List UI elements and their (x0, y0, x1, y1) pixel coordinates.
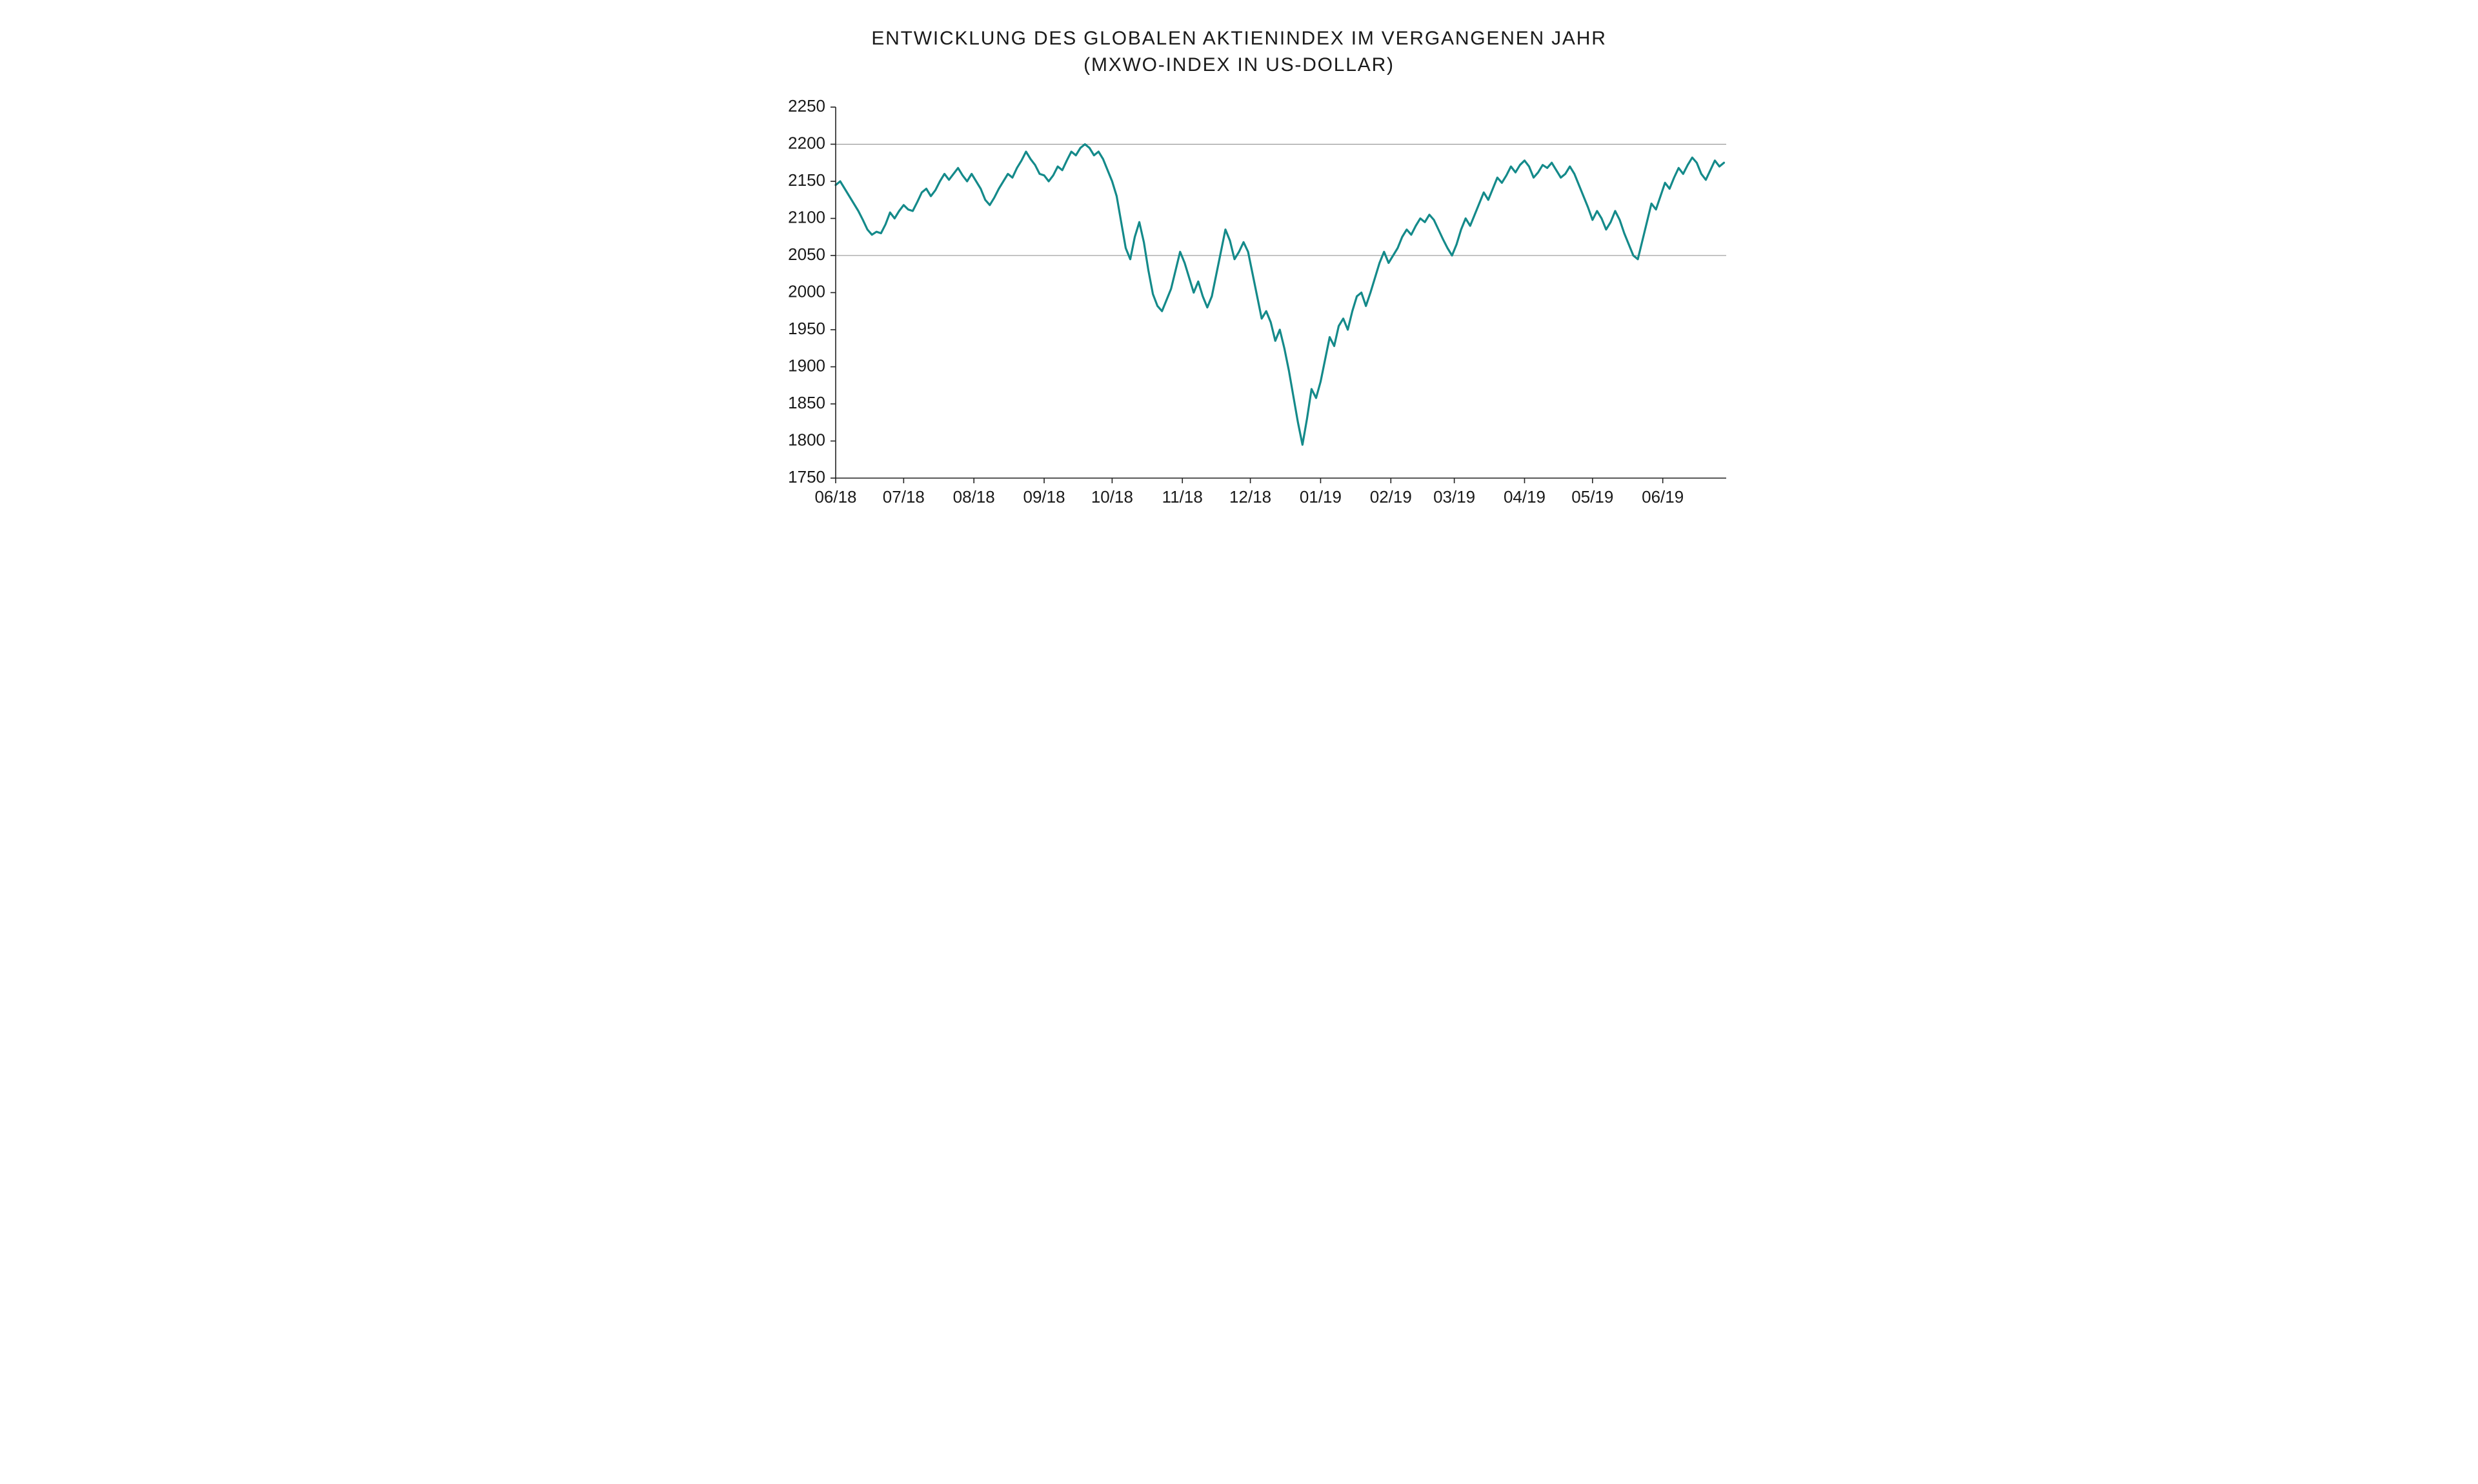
x-tick-label: 07/18 (883, 487, 925, 506)
x-tick-label: 06/18 (814, 487, 856, 506)
y-tick-label: 1850 (788, 393, 825, 412)
x-tick-label: 12/18 (1229, 487, 1271, 506)
x-tick-label: 03/19 (1433, 487, 1475, 506)
x-tick-label: 04/19 (1504, 487, 1546, 506)
x-tick-label: 08/18 (953, 487, 995, 506)
y-tick-label: 1900 (788, 356, 825, 375)
x-tick-label: 01/19 (1300, 487, 1342, 506)
y-tick-label: 2100 (788, 207, 825, 226)
x-tick-label: 02/19 (1370, 487, 1412, 506)
chart-container: ENTWICKLUNG DES GLOBALEN AKTIENINDEX IM … (761, 0, 1717, 526)
x-tick-label: 06/19 (1642, 487, 1684, 506)
x-tick-label: 10/18 (1091, 487, 1133, 506)
x-tick-label: 05/19 (1571, 487, 1613, 506)
y-tick-label: 2150 (788, 170, 825, 190)
x-tick-label: 11/18 (1162, 487, 1203, 506)
chart-title: ENTWICKLUNG DES GLOBALEN AKTIENINDEX IM … (774, 26, 1704, 78)
y-tick-label: 1750 (788, 467, 825, 486)
y-tick-label: 2050 (788, 245, 825, 264)
chart-plot: 1750 1800 1850 1900 1950 2000 2050 2100 2150 2200… (774, 97, 1704, 514)
y-tick-label: 2000 (788, 281, 825, 301)
x-tick-label: 09/18 (1023, 487, 1065, 506)
y-tick-label: 2250 (788, 97, 825, 115)
chart-title-line2: (MXWO-INDEX IN US-DOLLAR) (774, 52, 1704, 79)
y-tick-label: 1950 (788, 319, 825, 338)
y-tick-label: 1800 (788, 430, 825, 449)
y-tick-label: 2200 (788, 133, 825, 152)
series-line (836, 145, 1724, 445)
chart-title-line1: ENTWICKLUNG DES GLOBALEN AKTIENINDEX IM … (774, 26, 1704, 52)
line-chart-svg: 1750 1800 1850 1900 1950 2000 2050 2100 2150 2200… (774, 97, 1739, 514)
